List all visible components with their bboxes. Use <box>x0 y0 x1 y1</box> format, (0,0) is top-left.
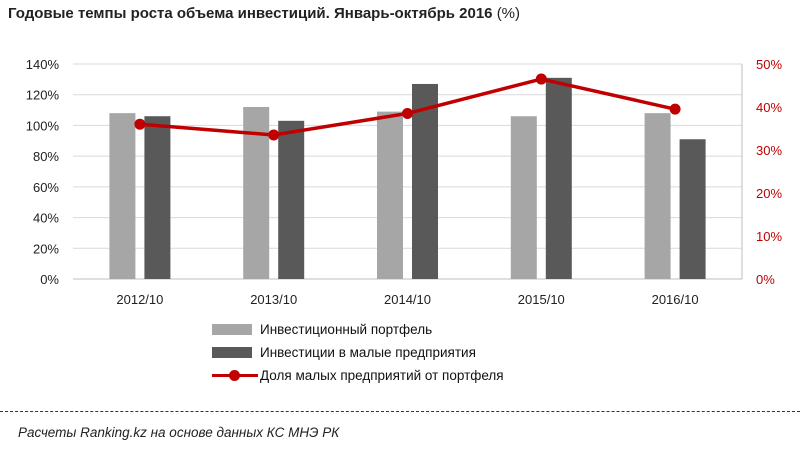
share-point <box>268 129 280 141</box>
bar-portfolio <box>644 113 671 280</box>
right-axis: 0% 10% 20% 30% 40% 50% <box>741 57 782 287</box>
y-right-tick-label: 50% <box>756 57 782 72</box>
bar-small-business <box>545 77 572 279</box>
y-left-tick-label: 0% <box>40 272 59 287</box>
bars <box>109 77 706 280</box>
x-tick-label: 2012/10 <box>116 292 163 307</box>
legend-label-share: Доля малых предприятий от портфеля <box>260 368 504 383</box>
share-point <box>134 118 146 130</box>
bar-small-business <box>412 83 438 279</box>
y-right-tick-label: 20% <box>756 186 782 201</box>
y-right-tick-label: 10% <box>756 229 782 244</box>
x-axis: 2012/10 2013/10 2014/10 2015/10 2016/10 <box>116 292 698 307</box>
y-left-tick-label: 80% <box>33 149 59 164</box>
share-point <box>535 73 547 85</box>
legend-swatch-portfolio <box>212 324 252 335</box>
x-tick-label: 2014/10 <box>384 292 431 307</box>
y-left-tick-label: 140% <box>26 57 60 72</box>
share-point <box>669 103 681 115</box>
source-note: Расчеты Ranking.kz на основе данных КС М… <box>18 425 340 440</box>
y-left-tick-label: 120% <box>26 88 60 103</box>
bar-small-business <box>278 120 305 279</box>
footer-divider <box>0 411 800 412</box>
chart-title-main: Годовые темпы роста объема инвестиций. Я… <box>8 5 493 22</box>
y-right-tick-label: 30% <box>756 143 782 158</box>
bar-small-business <box>144 116 171 279</box>
y-left-tick-label: 20% <box>33 241 59 256</box>
share-line <box>138 77 677 137</box>
bar-portfolio <box>377 111 403 279</box>
legend-swatch-small-business <box>212 347 252 358</box>
chart-plot: 0% 20% 40% 60% 80% 100% 120% 140% 0% 10% 20% 30% 40… <box>26 57 783 307</box>
bar-small-business <box>679 139 706 279</box>
chart-title-unit: (%) <box>496 5 521 22</box>
x-tick-label: 2016/10 <box>652 292 699 307</box>
bar-portfolio <box>510 116 537 279</box>
x-tick-label: 2013/10 <box>250 292 297 307</box>
bar-portfolio <box>109 113 136 280</box>
y-right-tick-label: 40% <box>756 100 782 115</box>
chart-title: Годовые темпы роста объема инвестиций. Я… <box>8 5 520 23</box>
legend-marker-share <box>229 370 240 381</box>
share-line-series <box>134 73 681 141</box>
share-point <box>402 107 413 119</box>
y-right-tick-label: 0% <box>756 272 775 287</box>
legend-label-portfolio: Инвестиционный портфель <box>260 322 433 337</box>
y-left-tick-label: 100% <box>26 118 60 133</box>
left-axis: 0% 20% 40% 60% 80% 100% 120% 140% <box>26 57 60 287</box>
legend-label-small-business: Инвестиции в малые предприятия <box>260 345 476 360</box>
y-left-tick-label: 40% <box>33 211 59 226</box>
y-left-tick-label: 60% <box>33 180 59 195</box>
x-tick-label: 2015/10 <box>518 292 565 307</box>
gridlines <box>73 63 742 280</box>
